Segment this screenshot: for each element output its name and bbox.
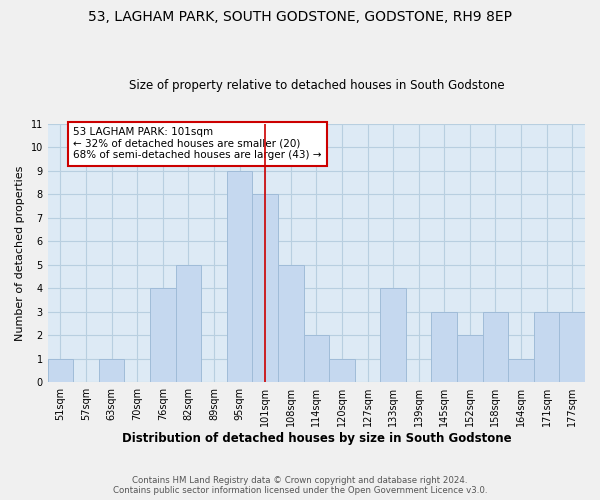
Bar	[508, 358, 534, 382]
Bar	[559, 312, 585, 382]
Bar	[150, 288, 176, 382]
Bar	[431, 312, 457, 382]
Bar	[457, 335, 482, 382]
Bar	[534, 312, 559, 382]
Bar	[482, 312, 508, 382]
Bar	[304, 335, 329, 382]
Bar	[278, 264, 304, 382]
Bar	[329, 358, 355, 382]
Text: 53, LAGHAM PARK, SOUTH GODSTONE, GODSTONE, RH9 8EP: 53, LAGHAM PARK, SOUTH GODSTONE, GODSTON…	[88, 10, 512, 24]
Bar	[99, 358, 124, 382]
Bar	[47, 358, 73, 382]
Title: Size of property relative to detached houses in South Godstone: Size of property relative to detached ho…	[128, 79, 504, 92]
Text: 53 LAGHAM PARK: 101sqm
← 32% of detached houses are smaller (20)
68% of semi-det: 53 LAGHAM PARK: 101sqm ← 32% of detached…	[73, 127, 322, 160]
Bar	[380, 288, 406, 382]
X-axis label: Distribution of detached houses by size in South Godstone: Distribution of detached houses by size …	[122, 432, 511, 445]
Bar	[253, 194, 278, 382]
Y-axis label: Number of detached properties: Number of detached properties	[15, 166, 25, 340]
Bar	[227, 170, 253, 382]
Bar	[176, 264, 201, 382]
Text: Contains HM Land Registry data © Crown copyright and database right 2024.
Contai: Contains HM Land Registry data © Crown c…	[113, 476, 487, 495]
